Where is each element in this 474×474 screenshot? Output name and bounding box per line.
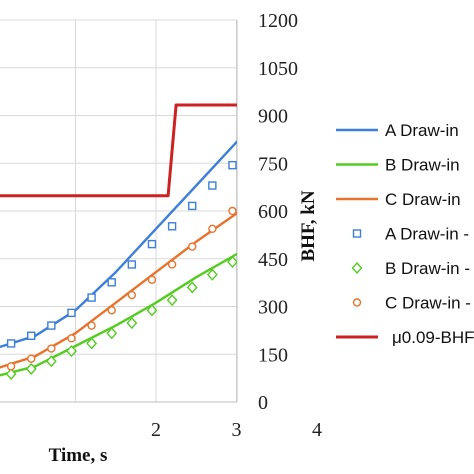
diamond-series-4-point bbox=[106, 327, 118, 340]
circle-series-5-point bbox=[27, 354, 36, 363]
diamond-series-4-point bbox=[126, 317, 138, 330]
y2-tick-label: 1200 bbox=[258, 10, 298, 32]
legend-label: μ0.09-BHF bbox=[392, 328, 474, 347]
x-tick-label: 4 bbox=[312, 419, 322, 441]
circle-series-5-point bbox=[249, 190, 256, 197]
line-series-2 bbox=[0, 211, 237, 369]
grid bbox=[0, 19, 237, 403]
circle-series-5-point bbox=[228, 206, 237, 216]
legend: A Draw-in B Draw-in C Draw-in A Draw-in - B … bbox=[336, 121, 474, 347]
tick-labels: 0 150 300 450 600 750 900 1050 1200 2 3 4 bbox=[151, 10, 322, 441]
diamond-series-4-point bbox=[268, 231, 277, 241]
y2-tick-label: 1050 bbox=[258, 58, 298, 80]
legend-swatch bbox=[352, 229, 362, 238]
diamond-series-4-point bbox=[166, 294, 178, 307]
diamond-series-4-point bbox=[206, 268, 218, 281]
circle-series-5-point bbox=[6, 362, 16, 371]
y2-tick-label: 0 bbox=[258, 392, 268, 414]
x-tick-label: 3 bbox=[232, 419, 242, 441]
diamond-series-4-point bbox=[186, 281, 198, 294]
square-series-3-point bbox=[249, 141, 256, 148]
square-series-3-point bbox=[87, 293, 96, 302]
diamond-series-4-point bbox=[66, 345, 77, 358]
square-series-3-point bbox=[67, 308, 76, 318]
x-axis-title: Time, s bbox=[49, 445, 108, 466]
square-series-3-point bbox=[188, 201, 197, 211]
x-tick-label: 2 bbox=[151, 419, 161, 441]
y2-tick-label: 450 bbox=[258, 249, 288, 271]
square-series-3-point bbox=[167, 222, 177, 231]
legend-label: A Draw-in - bbox=[385, 225, 469, 244]
square-series-3-point bbox=[6, 339, 16, 348]
circle-series-5-point bbox=[67, 334, 76, 343]
y2-tick-label: 300 bbox=[258, 297, 288, 319]
y2-tick-label: 900 bbox=[258, 106, 288, 128]
circle-series-5-point bbox=[167, 260, 177, 269]
square-series-3-point bbox=[47, 321, 56, 330]
circle-series-5-point bbox=[188, 242, 197, 251]
legend-swatch bbox=[352, 298, 362, 307]
circle-series-5-point bbox=[293, 141, 300, 148]
legend-label: C Draw-in bbox=[385, 190, 461, 209]
circle-series-5-point bbox=[127, 290, 137, 300]
legend-label: B Draw-in - bbox=[385, 259, 470, 278]
y2-tick-label: 150 bbox=[258, 344, 288, 366]
diamond-series-4-point bbox=[25, 362, 37, 375]
square-series-3-point bbox=[228, 160, 237, 170]
square-series-3-point bbox=[27, 331, 36, 340]
y2-axis-title: BHF, kN bbox=[298, 190, 319, 261]
legend-swatch bbox=[351, 261, 363, 275]
square-series-3-point bbox=[147, 239, 157, 249]
diamond-series-4-point bbox=[227, 255, 237, 268]
legend-label: C Draw-in - bbox=[385, 294, 471, 313]
y2-tick-label: 600 bbox=[258, 201, 288, 223]
plot-area bbox=[0, 103, 300, 381]
circle-series-5-point bbox=[47, 344, 56, 353]
legend-label: A Draw-in bbox=[385, 121, 459, 140]
legend-label: B Draw-in bbox=[385, 156, 460, 175]
diamond-series-4-point bbox=[5, 367, 17, 381]
y2-tick-label: 750 bbox=[258, 153, 288, 175]
circle-series-5-point bbox=[208, 224, 217, 234]
axes bbox=[0, 20, 238, 403]
step-series-6 bbox=[0, 103, 237, 198]
diamond-series-4-point bbox=[86, 337, 98, 350]
square-series-3-point bbox=[107, 278, 116, 287]
circle-series-5-point bbox=[107, 306, 116, 315]
series-group bbox=[0, 103, 300, 381]
circle-series-5-point bbox=[147, 275, 157, 284]
circle-series-5-point bbox=[87, 321, 96, 330]
diamond-series-4-point bbox=[45, 355, 57, 368]
square-series-3-point bbox=[127, 260, 137, 269]
diamond-series-4-point bbox=[146, 304, 158, 317]
diamond-series-4-point bbox=[248, 244, 257, 254]
square-series-3-point bbox=[208, 181, 217, 190]
